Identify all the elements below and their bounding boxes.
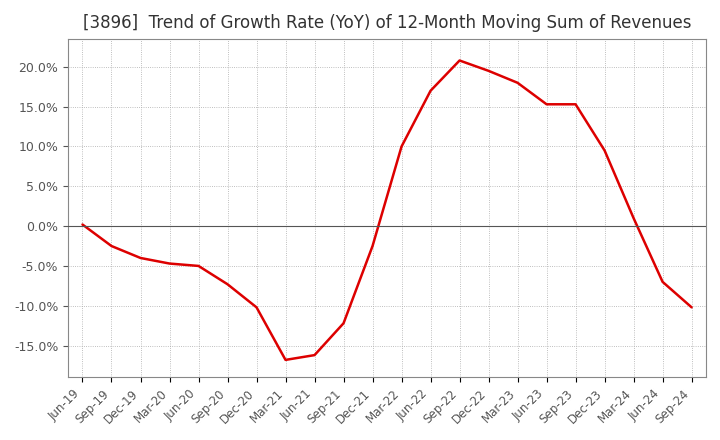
Title: [3896]  Trend of Growth Rate (YoY) of 12-Month Moving Sum of Revenues: [3896] Trend of Growth Rate (YoY) of 12-…	[83, 14, 691, 32]
